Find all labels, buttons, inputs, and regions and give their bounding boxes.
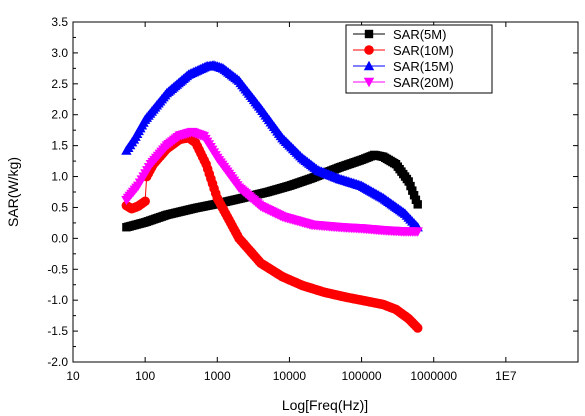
x-axis-title: Log[Freq(Hz)] <box>282 397 368 413</box>
series-layer <box>121 60 423 333</box>
y-tick-label: 2.5 <box>51 77 68 91</box>
x-tick-label: 10000 <box>273 369 307 383</box>
y-tick-label: -2.0 <box>47 355 68 369</box>
legend-label: SAR(15M) <box>393 59 454 74</box>
y-tick-label: -0.5 <box>47 262 68 276</box>
series-2 <box>121 132 423 333</box>
y-tick-label: -1.0 <box>47 293 68 307</box>
data-point <box>413 200 422 209</box>
series-4 <box>121 127 423 237</box>
legend-marker <box>364 29 374 39</box>
y-tick-label: 3.5 <box>51 15 68 29</box>
legend-label: SAR(20M) <box>393 75 454 90</box>
ticks-layer: -2.0 -1.5 -1.0 -0.5 0.0 0.5 1.0 1.5 2.0 2.5 3.0 3.5… <box>47 15 578 383</box>
y-tick-label: 3.0 <box>51 46 68 60</box>
legend-marker <box>363 60 375 71</box>
y-tick-label: 2.0 <box>51 108 68 122</box>
x-tick-label: 100000 <box>342 369 382 383</box>
x-tick-label: 1000000 <box>410 369 457 383</box>
data-point <box>412 323 423 333</box>
y-tick-label: 0.0 <box>51 231 68 245</box>
y-tick-label: 1.5 <box>51 139 68 153</box>
data-point <box>408 186 417 195</box>
series-1 <box>122 150 422 232</box>
x-tick-label: 1E7 <box>495 369 517 383</box>
data-point <box>412 227 423 237</box>
legend-label: SAR(10M) <box>393 43 454 58</box>
y-tick-label: 1.0 <box>51 170 68 184</box>
legend-marker <box>363 77 375 88</box>
y-axis-title: SAR(W/kg) <box>5 157 21 227</box>
series-3 <box>121 60 423 232</box>
legend-label: SAR(5M) <box>393 27 446 42</box>
x-tick-label: 10 <box>66 369 80 383</box>
data-point <box>404 177 413 186</box>
legend-marker <box>364 45 374 55</box>
y-tick-label: -1.5 <box>47 324 68 338</box>
legend: SAR(5M)SAR(10M)SAR(15M)SAR(20M) <box>345 24 493 94</box>
data-point <box>406 181 415 191</box>
x-tick-label: 1000 <box>204 369 231 383</box>
x-tick-label: 100 <box>135 369 155 383</box>
y-tick-label: 0.5 <box>51 200 68 214</box>
data-point <box>411 195 421 204</box>
data-point <box>409 191 419 200</box>
data-point <box>140 196 150 207</box>
